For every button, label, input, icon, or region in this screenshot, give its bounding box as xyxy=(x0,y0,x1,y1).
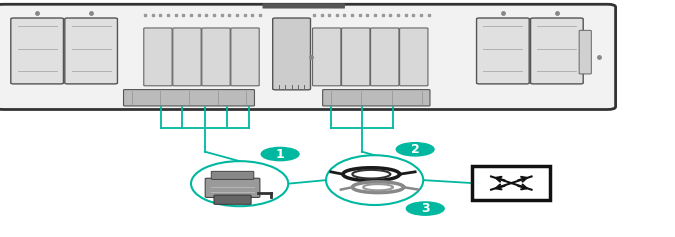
FancyBboxPatch shape xyxy=(477,18,529,84)
FancyBboxPatch shape xyxy=(400,28,428,86)
FancyBboxPatch shape xyxy=(231,28,259,86)
FancyBboxPatch shape xyxy=(211,171,254,179)
FancyBboxPatch shape xyxy=(173,28,201,86)
Circle shape xyxy=(261,147,299,161)
FancyBboxPatch shape xyxy=(371,28,399,86)
Text: 1: 1 xyxy=(276,148,284,160)
Text: 2: 2 xyxy=(411,143,419,156)
Circle shape xyxy=(406,202,444,215)
FancyBboxPatch shape xyxy=(531,18,583,84)
Text: 3: 3 xyxy=(421,202,429,215)
FancyBboxPatch shape xyxy=(342,28,370,86)
FancyBboxPatch shape xyxy=(323,90,430,106)
Ellipse shape xyxy=(326,155,423,205)
FancyBboxPatch shape xyxy=(11,18,63,84)
Bar xyxy=(472,166,550,200)
FancyBboxPatch shape xyxy=(124,90,254,106)
FancyBboxPatch shape xyxy=(579,30,591,74)
FancyBboxPatch shape xyxy=(0,4,616,109)
FancyBboxPatch shape xyxy=(205,178,260,197)
FancyBboxPatch shape xyxy=(65,18,117,84)
FancyBboxPatch shape xyxy=(273,18,311,90)
FancyBboxPatch shape xyxy=(144,28,172,86)
Ellipse shape xyxy=(191,161,288,206)
Circle shape xyxy=(396,143,434,156)
FancyBboxPatch shape xyxy=(263,3,345,9)
FancyBboxPatch shape xyxy=(202,28,230,86)
FancyBboxPatch shape xyxy=(313,28,341,86)
FancyBboxPatch shape xyxy=(214,195,251,204)
